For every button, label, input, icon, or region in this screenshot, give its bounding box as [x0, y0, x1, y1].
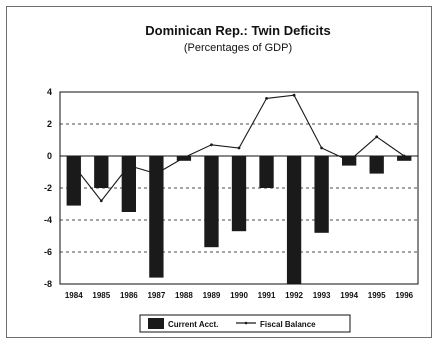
bar-series: [66, 156, 412, 284]
x-tick-label: 1994: [340, 291, 358, 300]
bar-current-acct: [66, 156, 81, 206]
bar-current-acct: [149, 156, 164, 278]
x-tick-label: 1992: [285, 291, 303, 300]
legend-swatch-current-acct: [148, 318, 164, 329]
y-tick-label: -4: [44, 215, 52, 225]
point-fiscal-balance: [237, 146, 241, 150]
point-fiscal-balance: [210, 143, 213, 147]
y-tick-label: 4: [47, 87, 52, 97]
point-fiscal-balance: [347, 159, 351, 163]
x-tick-label: 1984: [65, 291, 83, 300]
point-fiscal-balance: [127, 164, 131, 168]
plot-area-border: [59, 91, 419, 285]
y-axis-ticks: 4 2 0 -2 -4 -6 -8: [44, 87, 52, 289]
x-tick-label: 1990: [230, 291, 248, 300]
bar-current-acct: [286, 156, 302, 284]
point-fiscal-balance: [265, 97, 268, 100]
y-tick-label: -6: [44, 247, 52, 257]
x-tick-label: 1995: [368, 291, 386, 300]
legend-marker-fiscal-balance: [244, 321, 248, 325]
point-fiscal-balance: [292, 93, 296, 97]
x-tick-label: 1986: [120, 291, 138, 300]
x-tick-label: 1996: [395, 291, 413, 300]
point-fiscal-balance: [182, 156, 186, 160]
point-fiscal-balance: [99, 199, 103, 203]
legend: Current Acct. Fiscal Balance: [139, 314, 351, 333]
legend-label-current-acct: Current Acct.: [168, 320, 218, 329]
x-tick-label: 1985: [92, 291, 110, 300]
point-fiscal-balance: [402, 154, 406, 158]
bar-current-acct: [204, 156, 219, 248]
bar-current-acct: [369, 156, 384, 174]
x-axis-ticks: 1984 1985 1986 1987 1988 1989 1990 1991 1992 1993…: [65, 291, 414, 300]
chart-subtitle: (Percentages of GDP): [184, 42, 292, 54]
point-fiscal-balance: [320, 146, 324, 150]
y-tick-label: -2: [44, 183, 52, 193]
x-tick-label: 1988: [175, 291, 193, 300]
bar-current-acct: [94, 156, 109, 188]
chart-frame: [6, 6, 432, 338]
y-tick-label: 0: [47, 151, 52, 161]
x-tick-label: 1987: [147, 291, 165, 300]
line-series: [72, 93, 406, 203]
bar-current-acct: [259, 156, 274, 188]
point-fiscal-balance: [375, 135, 379, 139]
point-fiscal-balance: [154, 172, 158, 176]
y-tick-label: 2: [47, 119, 52, 129]
bar-current-acct: [397, 156, 412, 161]
x-tick-label: 1993: [313, 291, 331, 300]
x-tick-label: 1989: [203, 291, 221, 300]
legend-label-fiscal-balance: Fiscal Balance: [260, 320, 316, 329]
chart-title: Dominican Rep.: Twin Deficits: [145, 23, 330, 38]
bar-current-acct: [314, 156, 329, 233]
point-fiscal-balance: [72, 164, 76, 168]
bar-current-acct: [231, 156, 247, 232]
x-tick-label: 1991: [258, 291, 276, 300]
y-tick-label: -8: [44, 279, 52, 289]
